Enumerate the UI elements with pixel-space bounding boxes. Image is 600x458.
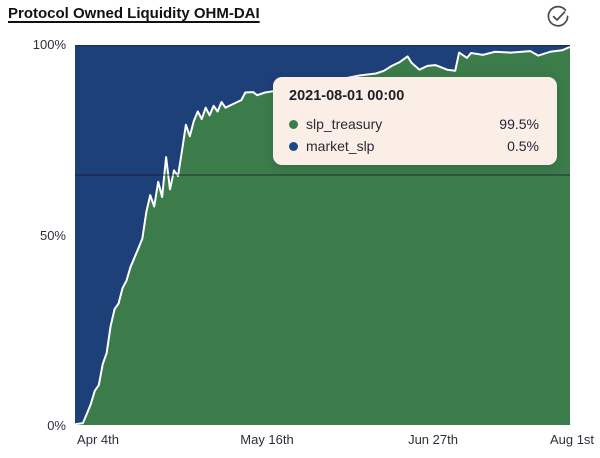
tooltip-value: 99.5% xyxy=(499,116,539,132)
x-tick-jun27: Jun 27th xyxy=(408,432,458,447)
chart-tooltip: 2021-08-01 00:00 slp_treasury 99.5% mark… xyxy=(273,77,557,165)
market-slp-dot-icon xyxy=(289,141,298,151)
x-tick-may16: May 16th xyxy=(240,432,294,447)
tooltip-value: 0.5% xyxy=(507,138,539,154)
x-tick-aug1: Aug 1st xyxy=(549,432,595,447)
y-tick-50: 50% xyxy=(39,228,66,243)
x-tick-apr4: Apr 4th xyxy=(77,432,119,447)
tooltip-label: market_slp xyxy=(306,138,375,154)
y-tick-100: 100% xyxy=(32,37,66,52)
slp-treasury-dot-icon xyxy=(289,119,298,129)
y-tick-0: 0% xyxy=(47,418,66,433)
tooltip-row-slp-treasury: slp_treasury 99.5% xyxy=(289,113,541,135)
page-title[interactable]: Protocol Owned Liquidity OHM-DAI xyxy=(8,5,260,22)
tooltip-row-market-slp: market_slp 0.5% xyxy=(289,135,541,157)
tooltip-label: slp_treasury xyxy=(306,116,383,132)
tooltip-date: 2021-08-01 00:00 xyxy=(289,88,405,104)
check-circle-icon[interactable] xyxy=(545,4,571,30)
slp-treasury-line xyxy=(75,45,570,425)
